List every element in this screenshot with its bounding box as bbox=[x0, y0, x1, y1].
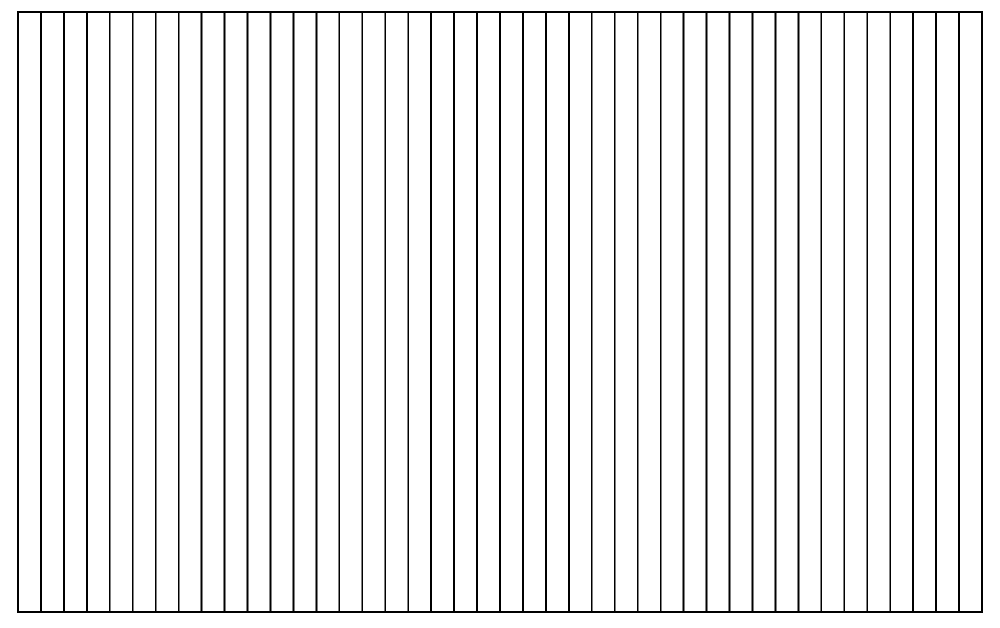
stripe-diagram bbox=[0, 8, 1000, 628]
stripe-grid-svg bbox=[0, 8, 1000, 628]
